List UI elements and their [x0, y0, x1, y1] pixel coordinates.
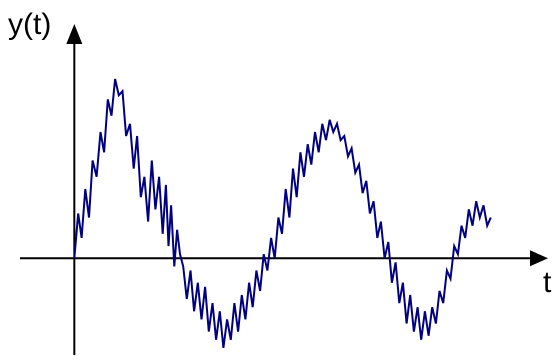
- series-line: [73, 78, 492, 349]
- y-axis-label: y(t): [8, 8, 51, 41]
- x-axis-arrow: [530, 250, 548, 267]
- axes: [20, 24, 548, 355]
- y-axis-arrow: [66, 24, 83, 44]
- series-layer: [73, 78, 492, 349]
- x-axis-label: t: [543, 266, 552, 299]
